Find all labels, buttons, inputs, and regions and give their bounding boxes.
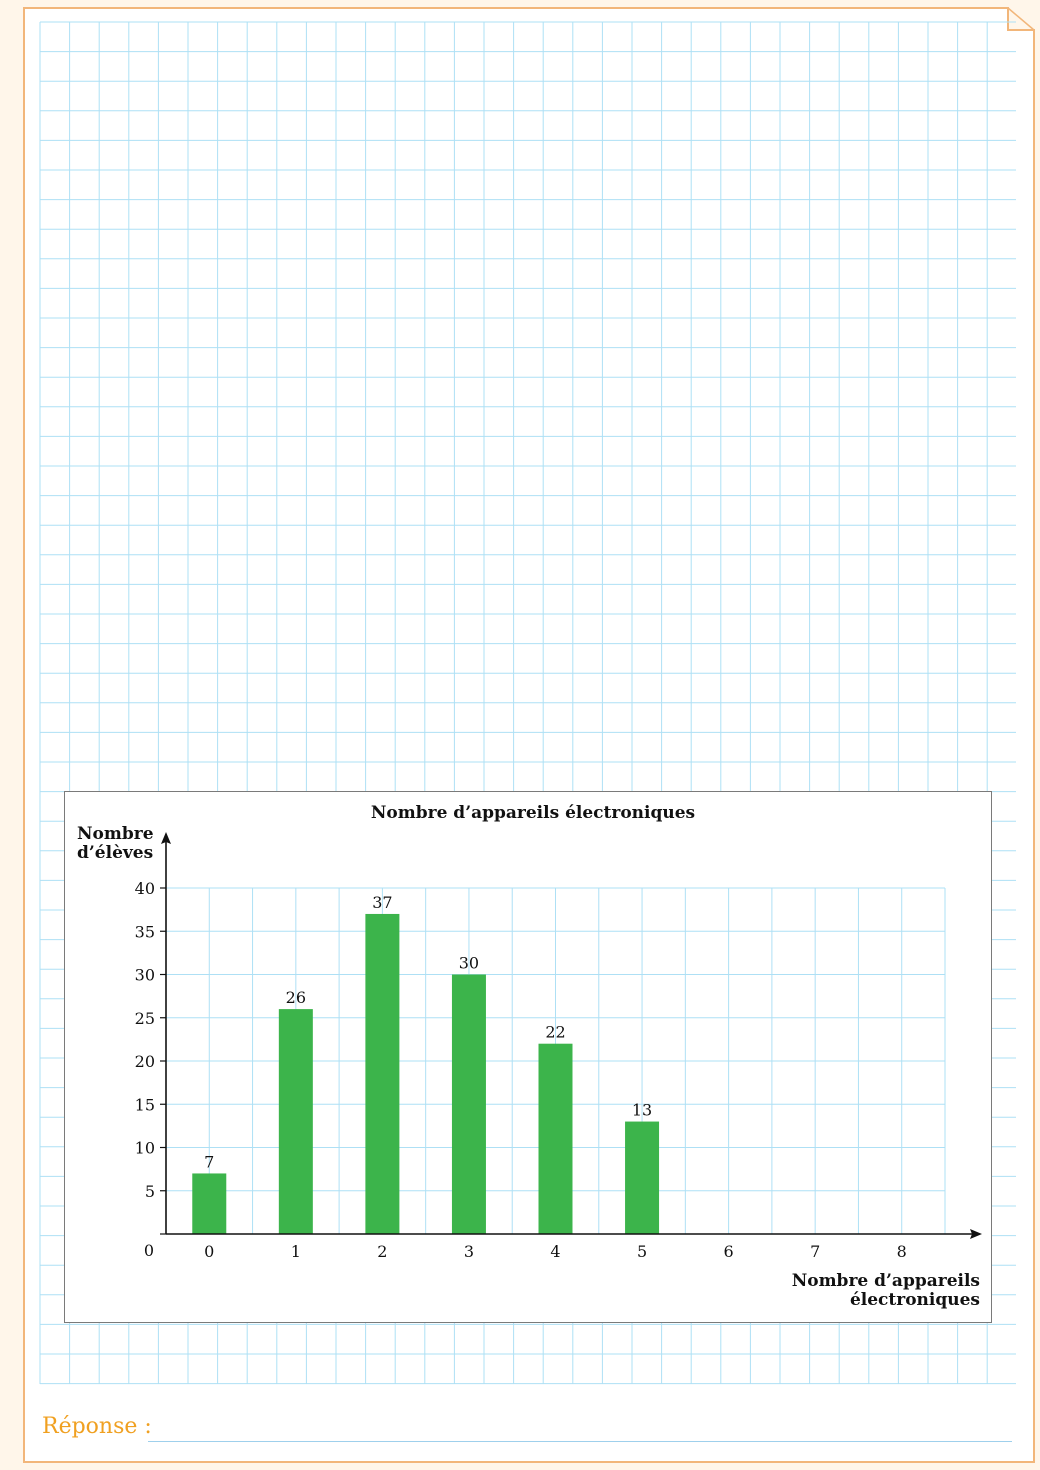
data-label: 37 <box>372 893 392 912</box>
x-tick-label: 8 <box>897 1242 907 1261</box>
data-label: 30 <box>459 954 479 973</box>
bar <box>538 1043 573 1234</box>
x-tick-label: 0 <box>204 1242 214 1261</box>
x-tick-label: 2 <box>377 1242 387 1261</box>
x-axis-label: Nombre d’appareils électroniques <box>791 1271 980 1310</box>
y-tick-label: 10 <box>135 1139 155 1158</box>
bar <box>192 1173 227 1234</box>
y-tick-label: 30 <box>135 966 155 985</box>
x-tick-label: 6 <box>724 1242 734 1261</box>
data-label: 7 <box>204 1152 214 1171</box>
y-tick-label: 0 <box>144 1241 154 1260</box>
bar <box>365 913 400 1234</box>
y-tick-label: 35 <box>135 922 155 941</box>
answer-input-line[interactable] <box>148 1441 1012 1442</box>
bar <box>625 1121 660 1234</box>
y-axis-arrow <box>161 832 171 844</box>
y-tick-label: 25 <box>135 1009 155 1028</box>
y-axis-label: Nombre d’élèves <box>77 824 154 863</box>
data-label: 22 <box>545 1023 565 1042</box>
y-tick-label: 15 <box>135 1095 155 1114</box>
y-tick-label: 40 <box>135 879 155 898</box>
bar <box>278 1009 313 1234</box>
x-tick-label: 7 <box>810 1242 820 1261</box>
x-tick-label: 4 <box>550 1242 560 1261</box>
x-tick-label: 5 <box>637 1242 647 1261</box>
y-tick-label: 5 <box>145 1182 155 1201</box>
x-axis-arrow <box>970 1229 982 1239</box>
data-label: 13 <box>632 1101 652 1120</box>
bar <box>451 974 486 1234</box>
x-tick-label: 3 <box>464 1242 474 1261</box>
x-tick-label: 1 <box>291 1242 301 1261</box>
answer-label: Réponse : <box>42 1414 152 1439</box>
data-label: 26 <box>286 988 306 1007</box>
chart-title: Nombre d’appareils électroniques <box>370 803 696 823</box>
y-tick-label: 20 <box>135 1052 155 1071</box>
